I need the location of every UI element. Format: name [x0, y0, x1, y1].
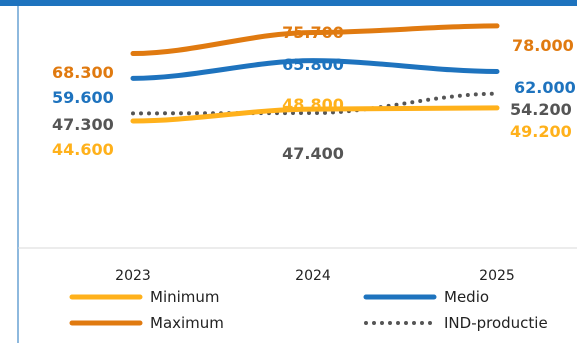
data-labels: 68.300 75.700 78.000 59.600 65.800 62.000 47.3… — [52, 23, 576, 163]
data-label-medio-2025: 62.000 — [514, 78, 576, 97]
line-ind-productie — [131, 91, 499, 116]
x-tick-label-2025: 2025 — [479, 268, 515, 284]
line-medio — [130, 58, 500, 81]
data-label-minimum-2023: 44.600 — [52, 140, 114, 159]
series-lines — [130, 23, 500, 124]
data-label-medio-2024: 65.800 — [282, 55, 344, 74]
data-label-ind-productie-2024: 47.400 — [282, 144, 344, 163]
legend: Maximum Medio IND-productie Minimum — [69, 288, 548, 332]
legend-item-ind-productie: IND-productie — [364, 314, 548, 332]
data-label-ind-productie-2023: 47.300 — [52, 115, 114, 134]
data-label-maximum-2024: 75.700 — [282, 23, 344, 42]
data-label-maximum-2025: 78.000 — [512, 36, 574, 55]
legend-label-maximum: Maximum — [150, 314, 224, 332]
data-label-medio-2023: 59.600 — [52, 88, 114, 107]
line-maximum — [130, 23, 500, 57]
legend-label-minimum: Minimum — [150, 288, 220, 306]
data-label-ind-productie-2025: 54.200 — [510, 100, 572, 119]
legend-item-maximum: Maximum — [69, 314, 224, 332]
x-axis-ticks: 2023 2024 2025 — [115, 268, 515, 284]
x-tick-label-2024: 2024 — [295, 268, 331, 284]
top-frame-bar — [0, 0, 577, 6]
x-tick-label-2023: 2023 — [115, 268, 151, 284]
legend-item-minimum: Minimum — [69, 288, 220, 306]
legend-label-medio: Medio — [444, 288, 489, 306]
legend-item-medio: Medio — [363, 288, 489, 306]
legend-label-ind-productie: IND-productie — [444, 314, 548, 332]
data-label-maximum-2023: 68.300 — [52, 63, 114, 82]
data-label-minimum-2025: 49.200 — [510, 122, 572, 141]
line-minimum — [130, 105, 500, 124]
data-label-minimum-2024: 48.800 — [282, 95, 344, 114]
